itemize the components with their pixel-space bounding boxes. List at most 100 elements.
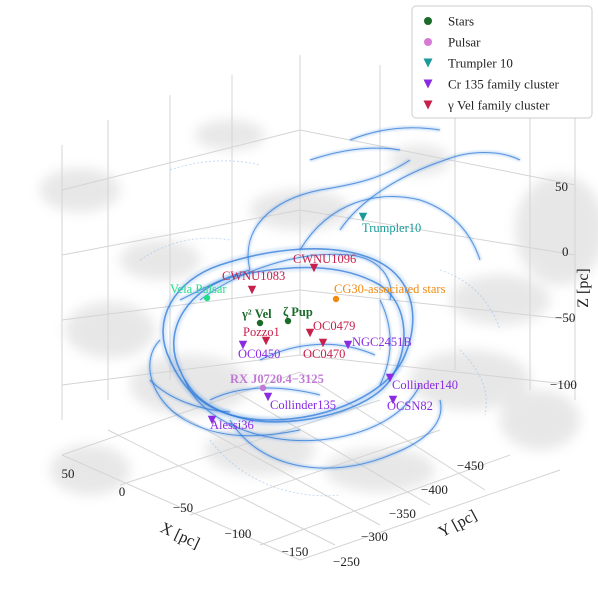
marker-collinder135 bbox=[263, 392, 273, 402]
marker-cg30-associated-stars bbox=[332, 295, 340, 303]
shell-filament bbox=[339, 152, 521, 231]
shell-wisp bbox=[439, 269, 501, 331]
legend-marker-cr-135-family-cluster bbox=[423, 79, 433, 89]
shell-filament bbox=[379, 299, 391, 386]
marker-pozzo1 bbox=[261, 336, 271, 346]
shell-filament bbox=[309, 147, 401, 161]
label-oc0479: OC0479 bbox=[313, 319, 355, 333]
shell-filament bbox=[349, 127, 441, 141]
marker-ngc2451b bbox=[343, 340, 353, 350]
dust-blob bbox=[65, 302, 155, 358]
label-ngc2451b: NGC2451B bbox=[352, 335, 412, 349]
shell-filament bbox=[349, 126, 441, 142]
grid-line bbox=[61, 371, 301, 456]
grid-line bbox=[299, 469, 561, 561]
marker-vela-pulsar bbox=[203, 294, 211, 302]
x-axis-label: X [pc] bbox=[158, 519, 203, 552]
shell-filament bbox=[149, 379, 231, 413]
z-tick-label: 0 bbox=[562, 244, 569, 259]
markers bbox=[203, 212, 398, 425]
label-rx-j0720-4-3125: RX J0720.4−3125 bbox=[230, 372, 324, 386]
marker-trumpler10 bbox=[358, 212, 368, 222]
grid-line bbox=[61, 209, 576, 256]
y-tick-label: −400 bbox=[421, 482, 448, 497]
y-axis-label: Y [pc] bbox=[436, 507, 480, 541]
label-cwnu1083: CWNU1083 bbox=[222, 269, 285, 283]
grid-line bbox=[61, 289, 576, 321]
dust-blob bbox=[120, 240, 200, 280]
shell-filament bbox=[259, 343, 376, 361]
dust-blob bbox=[515, 175, 598, 285]
label-cg30-associated-stars: CG30-associated stars bbox=[334, 282, 446, 296]
shell-wisp bbox=[139, 237, 231, 261]
marker-cwnu1083 bbox=[247, 285, 257, 295]
marker-cwnu1096 bbox=[309, 263, 319, 273]
label-oc0470: OC0470 bbox=[303, 347, 345, 361]
label-alessi36: Alessi36 bbox=[210, 418, 254, 432]
marker-rx-j0720-4-3125 bbox=[259, 384, 267, 392]
shell-wisp bbox=[459, 349, 487, 416]
x-tick-label: −150 bbox=[282, 544, 309, 559]
legend-box bbox=[411, 5, 593, 119]
z-tick-label: −50 bbox=[555, 310, 575, 325]
grid-line bbox=[189, 429, 441, 516]
legend-label-stars: Stars bbox=[448, 14, 474, 29]
shell-filament bbox=[184, 379, 421, 442]
shell-filament bbox=[149, 339, 301, 437]
grid-lines bbox=[61, 55, 576, 561]
shell-wisp bbox=[209, 439, 341, 497]
shell-filament bbox=[299, 196, 481, 261]
legend-marker-trumpler-10 bbox=[423, 58, 433, 68]
label-vela-pulsar: Vela Pulsar bbox=[170, 282, 227, 296]
dust-blob bbox=[450, 275, 550, 325]
y-tick-label: −350 bbox=[389, 506, 416, 521]
dust-blob bbox=[40, 168, 120, 212]
dust-blob bbox=[410, 350, 530, 410]
legend: Stars Pulsar Trumpler 10 Cr 135 family clus… bbox=[411, 5, 593, 119]
label-collinder135: Collinder135 bbox=[270, 398, 336, 412]
y-tick-label: −300 bbox=[361, 529, 388, 544]
dust-blob bbox=[195, 120, 265, 150]
grid-line bbox=[61, 354, 576, 386]
marker-alessi36 bbox=[207, 415, 217, 425]
marker--pup bbox=[284, 317, 292, 325]
dust-blob bbox=[500, 390, 580, 450]
marker--vel bbox=[256, 319, 264, 327]
marker-collinder140 bbox=[385, 373, 395, 383]
label--pup: ζ Pup bbox=[283, 305, 313, 319]
marker-ocsn82 bbox=[388, 395, 398, 405]
legend-marker-stars bbox=[424, 17, 432, 25]
z-axis-label: Z [pc] bbox=[575, 268, 592, 308]
shell-wisp bbox=[169, 160, 261, 171]
legend-label-pulsar: Pulsar bbox=[448, 35, 481, 50]
legend-label-cr-135-family-cluster: Cr 135 family cluster bbox=[448, 77, 560, 92]
x-tick-label: −100 bbox=[225, 526, 252, 541]
legend-label--vel-family-cluster: γ Vel family cluster bbox=[447, 98, 550, 113]
marker-oc0470 bbox=[318, 338, 328, 348]
legend-label-trumpler-10: Trumpler 10 bbox=[448, 56, 513, 71]
grid-line bbox=[107, 429, 336, 546]
shell-filament bbox=[229, 399, 442, 469]
label-collinder140: Collinder140 bbox=[392, 378, 458, 392]
y-tick-label: −250 bbox=[333, 554, 360, 569]
dust-blob bbox=[325, 448, 435, 492]
label-pozzo1: Pozzo1 bbox=[243, 325, 280, 339]
y-tick-label: −450 bbox=[457, 458, 484, 473]
legend-marker--vel-family-cluster bbox=[423, 100, 433, 110]
legend-marker-pulsar bbox=[424, 38, 432, 46]
z-tick-label: −100 bbox=[550, 377, 577, 392]
grid-line bbox=[231, 389, 431, 506]
label-cwnu1096: CWNU1096 bbox=[293, 252, 356, 266]
grid-line bbox=[299, 371, 486, 491]
label-oc0450: OC0450 bbox=[238, 347, 280, 361]
marker-oc0479 bbox=[305, 328, 315, 338]
shell-filament bbox=[179, 269, 251, 301]
x-tick-label: 50 bbox=[62, 466, 75, 481]
shell-filament bbox=[247, 159, 411, 271]
dust-blob bbox=[50, 445, 130, 495]
grid-line bbox=[259, 454, 511, 546]
grid-line bbox=[61, 129, 576, 191]
